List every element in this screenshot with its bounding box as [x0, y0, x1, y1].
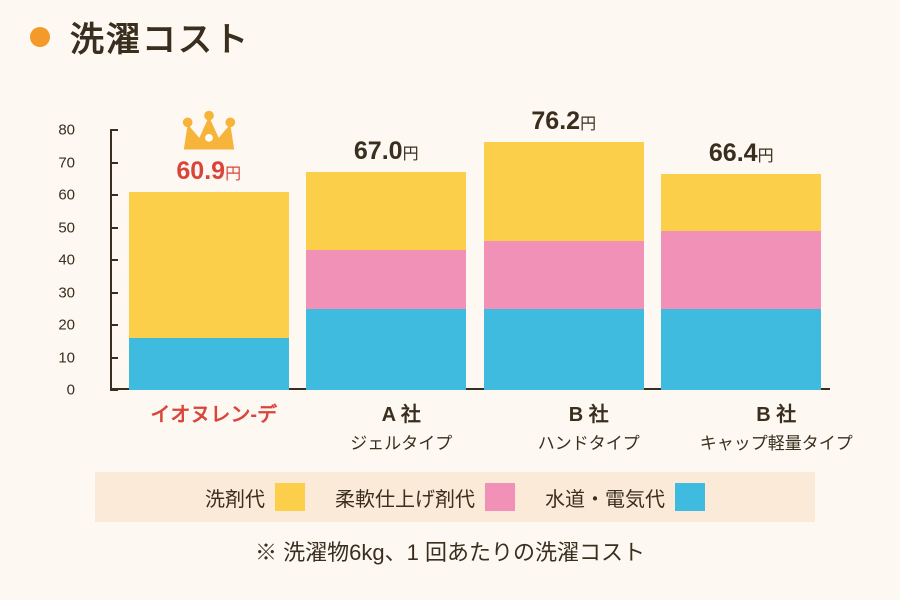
crown-icon [129, 106, 289, 156]
bar-segment-detergent [661, 174, 821, 231]
x-label: A 社ジェルタイプ [321, 398, 481, 454]
x-labels: イオヌレン-デA 社ジェルタイプB 社ハンドタイプB 社キャップ軽量タイプ [120, 398, 870, 454]
y-tick: 50 [45, 219, 75, 236]
cost-chart: 01020304050607080 60.9円67.0円76.2円66.4円 [80, 130, 830, 390]
x-label: B 社ハンドタイプ [509, 398, 669, 454]
y-tick: 0 [45, 382, 75, 399]
bar-segment-utility [484, 309, 644, 390]
bar-segment-detergent [306, 172, 466, 250]
bar-segment-utility [661, 309, 821, 390]
x-label-line2: ジェルタイプ [321, 429, 481, 454]
title-bullet [30, 27, 50, 47]
y-tick-mark [110, 162, 118, 164]
bar-segment-detergent [129, 192, 289, 338]
y-tick-mark [110, 292, 118, 294]
y-tick: 60 [45, 187, 75, 204]
bar-column: 60.9円 [129, 192, 289, 390]
bar-column: 76.2円 [484, 142, 644, 390]
bar-value-label: 66.4円 [661, 139, 821, 168]
y-tick: 80 [45, 122, 75, 139]
y-tick-mark [110, 129, 118, 131]
bar-column: 67.0円 [306, 172, 466, 390]
bar-stack [484, 142, 644, 390]
bar-group: 60.9円67.0円76.2円66.4円 [120, 130, 830, 390]
x-label-line1: A 社 [321, 398, 481, 427]
bar-segment-softener [661, 231, 821, 309]
bar-column: 66.4円 [661, 174, 821, 390]
y-tick-mark [110, 259, 118, 261]
y-tick: 70 [45, 154, 75, 171]
bar-value-label: 60.9円 [129, 157, 289, 186]
bar-segment-utility [129, 338, 289, 390]
y-tick-mark [110, 227, 118, 229]
legend-label: 柔軟仕上げ剤代 [335, 483, 475, 512]
legend: 洗剤代 柔軟仕上げ剤代 水道・電気代 [95, 472, 815, 522]
y-tick: 20 [45, 317, 75, 334]
y-tick: 40 [45, 252, 75, 269]
bar-value-label: 67.0円 [306, 137, 466, 166]
legend-swatch [275, 483, 305, 511]
legend-label: 水道・電気代 [545, 483, 665, 512]
legend-item: 洗剤代 [205, 483, 305, 512]
legend-swatch [485, 483, 515, 511]
x-label-line1: B 社 [696, 398, 856, 427]
bar-stack [129, 192, 289, 390]
bar-segment-softener [306, 250, 466, 309]
y-tick-mark [110, 389, 118, 391]
bar-segment-utility [306, 309, 466, 390]
header: 洗濯コスト [30, 12, 250, 61]
x-label-line1: イオヌレン-デ [134, 398, 294, 427]
x-label-line2: キャップ軽量タイプ [696, 429, 856, 454]
legend-item: 水道・電気代 [545, 483, 705, 512]
bar-stack [661, 174, 821, 390]
bar-value-label: 76.2円 [484, 107, 644, 136]
y-tick-mark [110, 357, 118, 359]
legend-item: 柔軟仕上げ剤代 [335, 483, 515, 512]
x-label: B 社キャップ軽量タイプ [696, 398, 856, 454]
bar-segment-detergent [484, 142, 644, 240]
y-tick-mark [110, 324, 118, 326]
legend-swatch [675, 483, 705, 511]
footnote: ※ 洗濯物6kg、1 回あたりの洗濯コスト [0, 535, 900, 567]
y-tick-mark [110, 194, 118, 196]
page-title: 洗濯コスト [70, 12, 250, 61]
x-label-line1: B 社 [509, 398, 669, 427]
x-label-line2: ハンドタイプ [509, 429, 669, 454]
x-label: イオヌレン-デ [134, 398, 294, 454]
y-tick: 10 [45, 349, 75, 366]
bar-stack [306, 172, 466, 390]
bar-segment-softener [484, 241, 644, 309]
y-tick: 30 [45, 284, 75, 301]
legend-label: 洗剤代 [205, 483, 265, 512]
